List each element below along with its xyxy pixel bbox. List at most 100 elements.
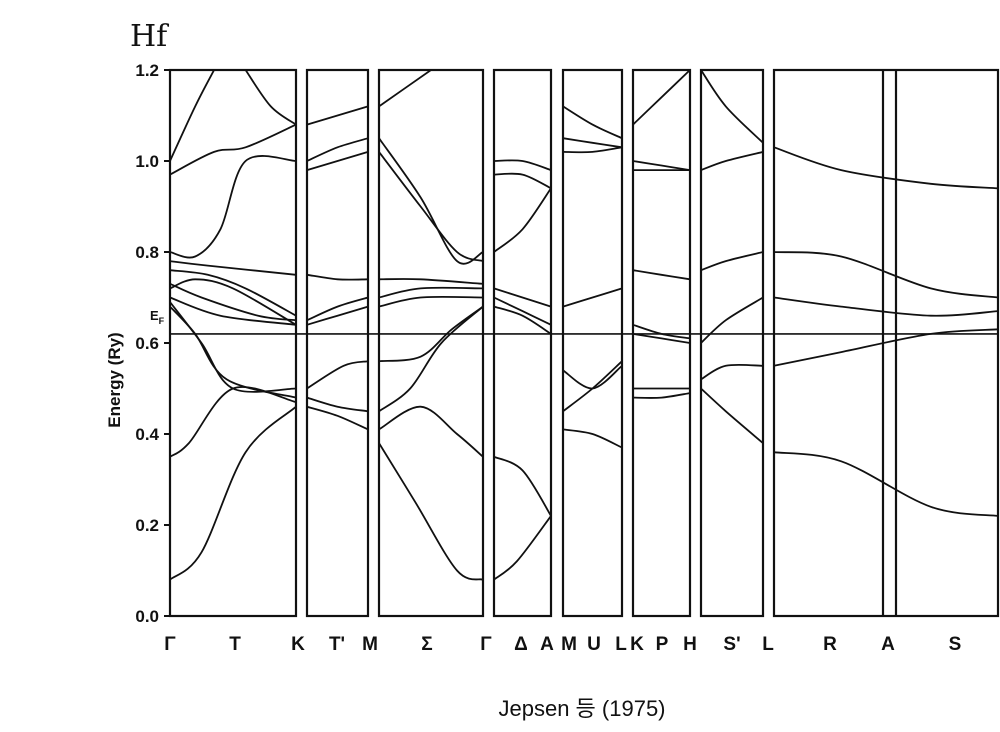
energy-band [700,70,764,144]
energy-band [170,269,297,317]
energy-band [632,333,691,344]
energy-band [700,363,764,381]
energy-band [493,455,552,517]
energy-band [378,405,484,458]
k-point-label: L [762,634,774,655]
fermi-level-label: EF [150,308,165,326]
energy-band [700,251,764,272]
energy-band [170,155,297,259]
bands [170,70,998,581]
energy-band [306,151,369,171]
energy-band [378,442,484,581]
energy-band [562,360,623,413]
k-point-label: M [362,634,378,655]
energy-band [378,70,432,108]
caption: Jepsen 등 (1975) [499,696,666,721]
energy-band [170,305,297,399]
energy-band [170,301,297,393]
panel-frame [631,68,692,618]
energy-band [170,260,297,276]
energy-band [306,396,369,413]
y-tick-label: 0.4 [135,425,159,444]
k-point-label: R [823,634,837,655]
k-point-label: A [881,634,895,655]
k-point-label: Γ [164,634,176,655]
chart-title: Hf [130,19,169,54]
k-point-label: M [561,634,577,655]
energy-band [632,323,691,340]
k-point-label: K [291,634,305,655]
energy-band [378,305,484,413]
energy-band [700,296,764,344]
panel-frame [168,68,298,618]
k-point-label: H [683,634,697,655]
energy-band [562,364,623,390]
energy-band [493,159,552,171]
k-point-label: A [540,634,554,655]
energy-band [306,296,369,322]
energy-band [493,305,552,335]
panel-frame [561,68,624,618]
y-tick-label: 1.2 [135,61,159,80]
energy-band [378,137,484,265]
k-point-label: L [615,634,627,655]
energy-band [773,451,998,517]
y-tick-label: 0.0 [135,607,159,626]
energy-band [562,428,623,449]
k-point-label: K [630,634,644,655]
energy-band [493,515,552,581]
energy-band [306,105,369,126]
energy-band [632,269,691,281]
y-tick-label: 0.8 [135,243,159,262]
energy-band [378,286,484,299]
k-point-label: Γ [480,634,492,655]
energy-band [170,123,297,176]
y-tick-label: 1.0 [135,152,159,171]
energy-band [306,273,369,281]
k-point-label: U [587,634,601,655]
k-point-label: S [949,634,962,655]
energy-band [562,105,623,140]
k-point-label: T [229,634,241,655]
energy-band [562,287,623,308]
energy-band [493,187,552,253]
k-point-label: S' [723,634,740,655]
y-tick-label: 0.6 [135,334,159,353]
k-point-label: T' [329,634,345,655]
energy-band [632,160,691,171]
energy-band [773,146,998,190]
energy-band [306,405,369,431]
fermi-level-letter: E [150,308,159,323]
energy-band [632,70,691,126]
energy-band [378,278,484,285]
energy-band [378,151,484,262]
energy-band [493,172,552,190]
energy-band [493,287,552,308]
panel-frame [699,68,765,618]
k-point-label: Σ [421,634,432,655]
energy-band [700,387,764,444]
energy-band [306,360,369,390]
energy-band [306,305,369,326]
panel-frame [492,68,553,618]
k-point-labels: Γ T K T' M Σ Γ Δ A M U L K P H S' L R A S [164,634,961,655]
energy-band [170,386,297,458]
energy-band [773,251,998,299]
y-tick-label: 0.2 [135,516,159,535]
y-axis: 0.0 0.2 0.4 0.6 0.8 1.0 1.2 [135,61,170,626]
fermi-level-subscript: F [159,316,165,326]
panel-frame [772,68,1000,618]
k-point-label: Δ [514,634,528,655]
energy-band [562,146,623,154]
panel-frame [377,68,485,618]
energy-band [562,137,623,149]
energy-band [378,305,484,363]
panel-frame [305,68,370,618]
energy-band [306,137,369,162]
energy-band [378,295,484,308]
energy-band [244,70,297,126]
energy-band [170,282,297,322]
y-axis-title: Energy (Ry) [105,332,124,427]
energy-band [700,151,764,171]
